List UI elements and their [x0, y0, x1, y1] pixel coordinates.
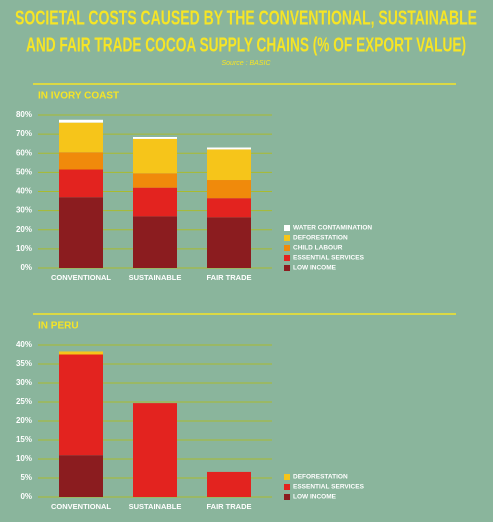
bar-segment	[207, 217, 251, 268]
legend-swatch	[284, 225, 290, 231]
y-tick-label: 25%	[16, 397, 32, 406]
bar-segment	[59, 197, 103, 268]
y-tick-label: 80%	[16, 110, 32, 119]
bar-segment	[133, 403, 177, 497]
y-tick-label: 40%	[16, 340, 32, 349]
bar-segment	[133, 173, 177, 188]
legend-label: LOW INCOME	[293, 265, 337, 272]
bar-segment	[207, 149, 251, 181]
chart-title: IN IVORY COAST	[38, 91, 119, 102]
y-tick-label: 10%	[16, 244, 32, 253]
legend-label: DEFORESTATION	[293, 235, 348, 242]
legend-swatch	[284, 255, 290, 261]
legend-swatch	[284, 245, 290, 251]
bar-segment	[133, 136, 177, 139]
legend-swatch	[284, 474, 290, 480]
bar-segment	[59, 152, 103, 170]
legend-label: DEFORESTATION	[293, 474, 348, 481]
bar-segment	[59, 351, 103, 355]
legend-swatch	[284, 494, 290, 500]
x-tick-label: CONVENTIONAL	[51, 502, 111, 511]
legend-label: LOW INCOME	[293, 494, 337, 501]
y-tick-label: 15%	[16, 435, 32, 444]
bar-segment	[207, 147, 251, 150]
bar-segment	[59, 119, 103, 123]
legend-swatch	[284, 265, 290, 271]
legend-swatch	[284, 484, 290, 490]
legend-label: ESSENTIAL SERVICES	[293, 255, 365, 262]
y-tick-label: 60%	[16, 148, 32, 157]
bar-segment	[207, 471, 251, 497]
y-tick-label: 70%	[16, 129, 32, 138]
legend-label: WATER CONTAMINATION	[293, 225, 372, 232]
bar-segment	[59, 455, 103, 497]
y-tick-label: 40%	[16, 187, 32, 196]
title-line: SOCIETAL COSTS CAUSED BY THE CONVENTIONA…	[15, 7, 477, 29]
bar-segment	[133, 138, 177, 174]
y-tick-label: 0%	[20, 263, 32, 272]
title-line: AND FAIR TRADE COCOA SUPPLY CHAINS (% OF…	[26, 34, 466, 56]
chart-title: IN PERU	[38, 321, 79, 332]
y-tick-label: 20%	[16, 416, 32, 425]
bar-segment	[59, 122, 103, 153]
bar-segment	[59, 169, 103, 198]
bar-segment	[133, 187, 177, 217]
x-tick-label: FAIR TRADE	[207, 273, 252, 282]
x-tick-label: FAIR TRADE	[207, 502, 252, 511]
legend-label: CHILD LABOUR	[293, 245, 343, 252]
bar-segment	[133, 216, 177, 268]
x-tick-label: CONVENTIONAL	[51, 273, 111, 282]
y-tick-label: 20%	[16, 225, 32, 234]
legend-label: ESSENTIAL SERVICES	[293, 484, 365, 491]
legend-swatch	[284, 235, 290, 241]
y-tick-label: 5%	[20, 473, 32, 482]
x-tick-label: SUSTAINABLE	[129, 273, 182, 282]
x-tick-label: SUSTAINABLE	[129, 502, 182, 511]
y-tick-label: 0%	[20, 492, 32, 501]
y-tick-label: 10%	[16, 454, 32, 463]
y-tick-label: 30%	[16, 206, 32, 215]
y-tick-label: 35%	[16, 359, 32, 368]
bar-segment	[207, 198, 251, 218]
source: Source : BASIC	[221, 60, 271, 67]
y-tick-label: 30%	[16, 378, 32, 387]
bar-segment	[59, 354, 103, 456]
bar-segment	[207, 180, 251, 199]
y-tick-label: 50%	[16, 167, 32, 176]
